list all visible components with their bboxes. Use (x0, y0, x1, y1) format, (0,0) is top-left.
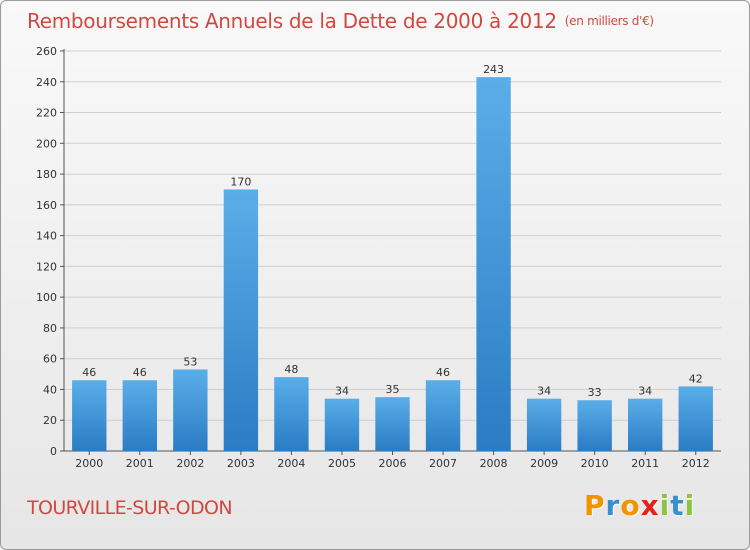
data-label: 170 (230, 175, 251, 188)
proxiti-logo: Proxiti (584, 489, 695, 522)
y-tick-label: 80 (43, 322, 57, 335)
x-tick-label: 2001 (126, 457, 154, 470)
bar-2006 (375, 397, 410, 451)
x-tick-label: 2000 (75, 457, 103, 470)
logo-letter: t (670, 489, 685, 522)
data-label: 42 (689, 372, 703, 385)
data-label: 34 (638, 385, 652, 398)
bar-2000 (72, 380, 107, 451)
bar-2002 (173, 369, 208, 451)
data-label: 243 (483, 63, 504, 76)
logo-letter: i (684, 489, 696, 522)
data-label: 46 (436, 366, 450, 379)
x-tick-label: 2005 (328, 457, 356, 470)
x-tick-label: 2006 (379, 457, 407, 470)
y-tick-label: 240 (36, 76, 57, 89)
bar-2004 (274, 377, 309, 451)
data-label: 46 (82, 366, 96, 379)
label-layer: 46 2000 46 2001 53 2002 170 2003 48 2004 34 2005 35 2… (75, 63, 709, 470)
y-tick-label: 100 (36, 291, 57, 304)
data-label: 48 (284, 363, 298, 376)
logo-letter: x (640, 489, 660, 522)
bar-2001 (122, 380, 157, 451)
grid-layer (64, 50, 721, 421)
data-label: 35 (386, 383, 400, 396)
bar-2007 (425, 380, 461, 451)
data-label: 53 (183, 355, 197, 368)
y-tick-label: 40 (43, 383, 57, 396)
bar-2003 (223, 189, 259, 451)
data-label: 34 (537, 385, 551, 398)
x-tick-label: 2007 (429, 457, 457, 470)
x-tick-label: 2003 (227, 457, 255, 470)
bar-layer (72, 77, 713, 452)
data-label: 33 (588, 386, 602, 399)
bar-2005 (324, 398, 360, 451)
x-tick-label: 2004 (277, 457, 305, 470)
logo-letter: r (605, 489, 621, 522)
y-tick-label: 180 (36, 168, 57, 181)
data-label: 46 (133, 366, 147, 379)
bar-2010 (577, 400, 612, 451)
x-tick-label: 2011 (631, 457, 659, 470)
bar-2009 (526, 398, 562, 451)
logo-letter: o (620, 489, 641, 522)
chart-title-text: Remboursements Annuels de la Dette de 20… (27, 9, 557, 33)
y-tick-label: 120 (36, 260, 57, 273)
x-tick-label: 2008 (480, 457, 508, 470)
bar-2012 (678, 386, 713, 451)
y-tick-label: 220 (36, 107, 57, 120)
logo-letter: P (584, 489, 606, 522)
chart-title: Remboursements Annuels de la Dette de 20… (27, 9, 654, 33)
y-tick-label: 260 (36, 45, 57, 58)
city-name: TOURVILLE-SUR-ODON (27, 497, 233, 519)
y-tick-label: 200 (36, 137, 57, 150)
y-tick-label: 140 (36, 230, 57, 243)
y-tick-label: 0 (50, 445, 57, 458)
chart-unit: (en milliers d'€) (564, 14, 654, 28)
x-tick-label: 2010 (581, 457, 609, 470)
data-label: 34 (335, 385, 349, 398)
bar-2008 (476, 77, 511, 452)
x-tick-label: 2012 (682, 457, 710, 470)
logo-letter: i (659, 489, 671, 522)
x-tick-label: 2009 (530, 457, 558, 470)
bar-2011 (628, 398, 663, 451)
y-tick-label: 60 (43, 353, 57, 366)
y-tick-label: 160 (36, 199, 57, 212)
y-tick-label: 20 (43, 414, 57, 427)
x-tick-label: 2002 (176, 457, 204, 470)
